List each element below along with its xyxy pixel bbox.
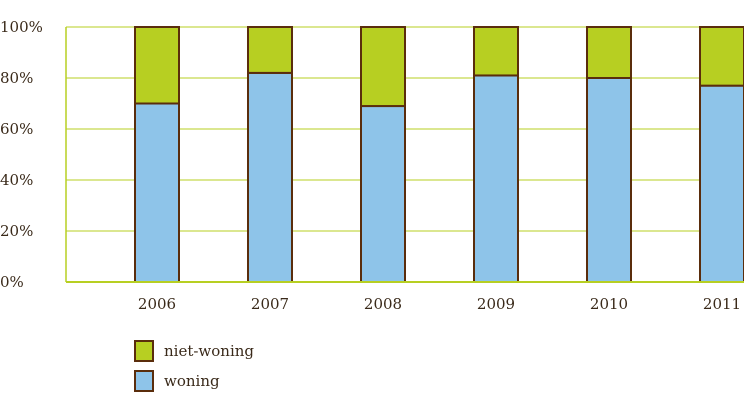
y-tick-label-60: 60% bbox=[0, 120, 33, 138]
y-tick-label-20: 20% bbox=[0, 222, 33, 240]
y-tick-label-40: 40% bbox=[0, 171, 33, 189]
x-tick-label-2010: 2010 bbox=[590, 295, 628, 313]
x-tick-label-2011: 2011 bbox=[703, 295, 741, 313]
stacked-bar-chart: 0% 20% 40% 60% 80% 100% 2006 2007 2008 2009 2010 20… bbox=[0, 18, 744, 313]
bar-niet-woning-2010 bbox=[586, 26, 632, 79]
y-tick-label-80: 80% bbox=[0, 69, 33, 87]
legend: niet-woning woning bbox=[134, 336, 254, 396]
bar-woning-2011 bbox=[699, 84, 744, 284]
legend-label-niet-woning: niet-woning bbox=[164, 342, 255, 360]
bar-niet-woning-2008 bbox=[360, 26, 406, 108]
legend-item-woning: woning bbox=[134, 366, 254, 396]
legend-label-woning: woning bbox=[164, 372, 220, 390]
bar-woning-2007 bbox=[247, 71, 293, 284]
y-tick-label-0: 0% bbox=[0, 273, 24, 291]
legend-item-niet-woning: niet-woning bbox=[134, 336, 254, 366]
bar-niet-woning-2006 bbox=[134, 26, 180, 105]
bar-niet-woning-2011 bbox=[699, 26, 744, 87]
bar-woning-2008 bbox=[360, 105, 406, 283]
bar-niet-woning-2007 bbox=[247, 26, 293, 74]
bar-woning-2010 bbox=[586, 77, 632, 283]
x-tick-label-2006: 2006 bbox=[138, 295, 176, 313]
x-tick-label-2009: 2009 bbox=[477, 295, 515, 313]
legend-swatch-woning bbox=[134, 370, 154, 392]
bar-woning-2006 bbox=[134, 102, 180, 283]
legend-swatch-niet-woning bbox=[134, 340, 154, 362]
x-tick-label-2008: 2008 bbox=[364, 295, 402, 313]
bar-woning-2009 bbox=[473, 74, 519, 283]
bar-niet-woning-2009 bbox=[473, 26, 519, 77]
y-tick-label-100: 100% bbox=[0, 18, 43, 36]
x-tick-label-2007: 2007 bbox=[251, 295, 289, 313]
